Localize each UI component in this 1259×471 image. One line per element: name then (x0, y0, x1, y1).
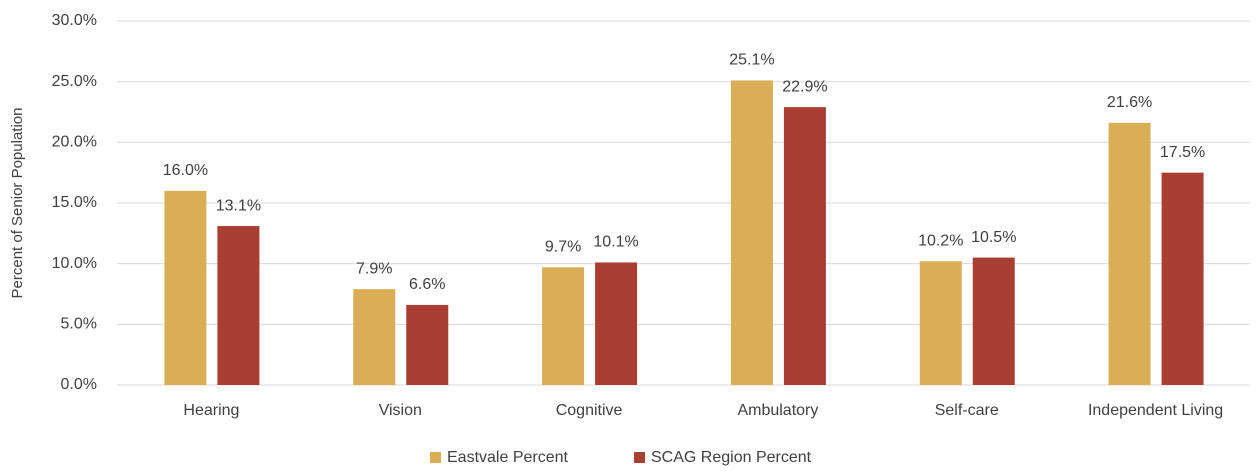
x-tick-label: Hearing (183, 402, 239, 419)
bar (353, 289, 396, 385)
bar (595, 262, 638, 385)
data-label: 17.5% (1160, 144, 1205, 161)
y-tick-label: 30.0% (52, 12, 97, 29)
legend-swatch (430, 452, 441, 463)
data-label: 6.6% (409, 276, 445, 293)
bar (783, 107, 826, 385)
y-tick-label: 25.0% (52, 73, 97, 90)
bar (1108, 122, 1151, 386)
data-label: 21.6% (1107, 94, 1152, 111)
y-tick-label: 5.0% (61, 316, 97, 333)
legend-label: SCAG Region Percent (651, 449, 812, 466)
data-label: 10.5% (971, 229, 1016, 246)
bar (406, 304, 449, 385)
data-label: 9.7% (545, 239, 581, 256)
data-label: 16.0% (163, 162, 208, 179)
x-tick-label: Ambulatory (737, 402, 818, 419)
data-label: 10.1% (593, 234, 638, 251)
data-label: 13.1% (216, 197, 261, 214)
bar (542, 267, 585, 385)
x-tick-label: Self-care (935, 402, 999, 419)
y-axis-label: Percent of Senior Population (9, 108, 26, 299)
bar (919, 261, 962, 385)
bar (972, 257, 1015, 385)
x-tick-label: Vision (379, 402, 422, 419)
y-tick-label: 15.0% (52, 194, 97, 211)
y-tick-label: 20.0% (52, 134, 97, 151)
x-tick-label: Independent Living (1088, 402, 1223, 419)
bar (217, 226, 260, 385)
bar (1161, 172, 1204, 385)
data-label: 22.9% (782, 78, 827, 95)
data-label: 25.1% (729, 52, 774, 69)
y-tick-label: 10.0% (52, 255, 97, 272)
bar (164, 190, 207, 385)
x-tick-label: Cognitive (556, 402, 623, 419)
data-label: 10.2% (918, 232, 963, 249)
y-tick-label: 0.0% (61, 376, 97, 393)
data-label: 7.9% (356, 260, 392, 277)
bar (730, 80, 773, 385)
legend-label: Eastvale Percent (447, 449, 569, 466)
legend-swatch (634, 452, 645, 463)
